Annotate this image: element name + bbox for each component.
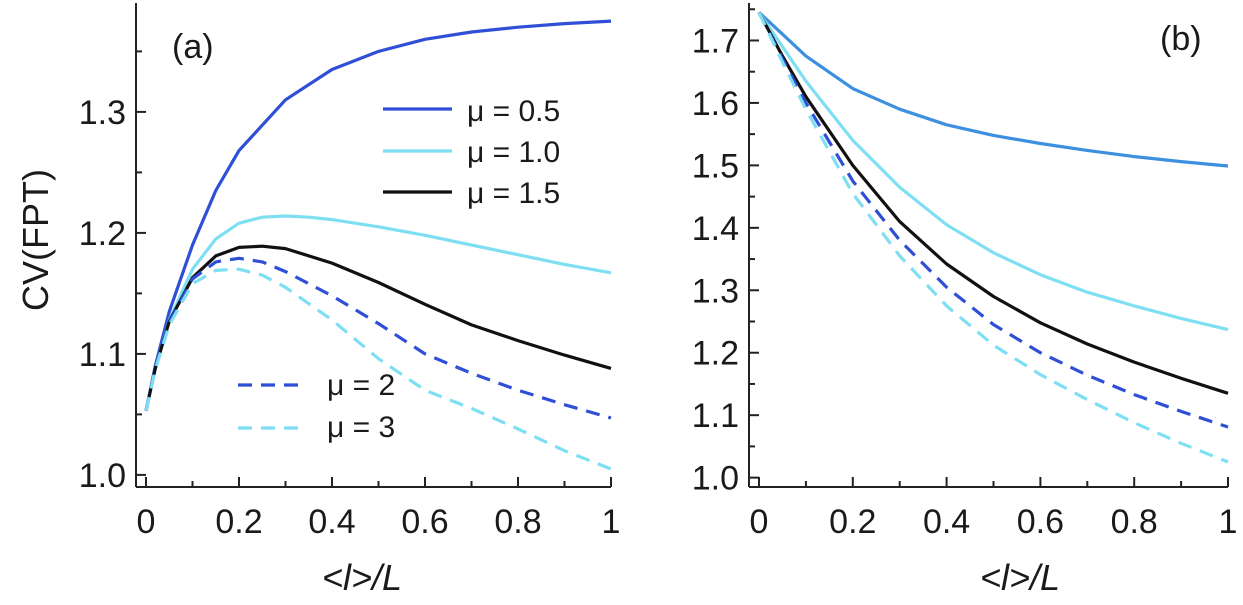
legend-label: μ = 2 bbox=[327, 369, 395, 402]
panel-label: (a) bbox=[172, 28, 214, 66]
series-line-1-5 bbox=[757, 11, 1229, 395]
y-tick-label: 1.5 bbox=[692, 147, 739, 185]
panel-b-chart: 1.0 1.1 1.2 1.3 1.4 1.5 1.6 1.7 0 0.2 0.4 0.6 0.8 1 (b… bbox=[692, 3, 1238, 598]
series-line-1-0 bbox=[757, 11, 1229, 332]
legend-label: μ = 0.5 bbox=[467, 95, 560, 128]
y-tick-label: 1.2 bbox=[692, 335, 739, 373]
legend-label: μ = 1.5 bbox=[467, 177, 560, 210]
series-line-0-5 bbox=[757, 11, 1229, 168]
y-tick-label: 1.6 bbox=[692, 85, 739, 123]
y-tick-label: 1.2 bbox=[79, 215, 126, 253]
y-tick-label: 1.4 bbox=[692, 210, 739, 248]
panel-a-chart: 1.0 1.1 1.2 1.3 0 0.2 0.4 0.6 0.8 1 (a) CV(FPT) <l>/… bbox=[15, 3, 620, 598]
x-tick-label: 0.4 bbox=[308, 503, 355, 541]
x-tick-label: 0.2 bbox=[215, 503, 262, 541]
series-line-3 bbox=[144, 267, 612, 471]
x-tick-label: 0 bbox=[137, 503, 156, 541]
panel-label: (b) bbox=[1160, 20, 1202, 58]
x-tick-label: 0.6 bbox=[1017, 503, 1064, 541]
legend-label: μ = 3 bbox=[327, 411, 395, 444]
series-line-2 bbox=[144, 256, 612, 420]
y-tick-label: 1.1 bbox=[692, 397, 739, 435]
y-tick-label: 1.0 bbox=[79, 457, 126, 495]
legend-label: μ = 1.0 bbox=[467, 136, 560, 169]
x-tick-label: 0.6 bbox=[401, 503, 448, 541]
x-tick-label: 0.8 bbox=[1111, 503, 1158, 541]
x-tick-label: 1 bbox=[602, 503, 621, 541]
y-tick-label: 1.7 bbox=[692, 22, 739, 60]
series-line-1-5 bbox=[144, 244, 612, 412]
x-tick-label: 0.4 bbox=[923, 503, 970, 541]
x-tick-label: 0.8 bbox=[494, 503, 541, 541]
y-tick-label: 1.3 bbox=[692, 272, 739, 310]
y-axis-title: CV(FPT) bbox=[15, 169, 56, 311]
series-line-0-5 bbox=[144, 19, 612, 412]
x-tick-label: 1 bbox=[1219, 503, 1238, 541]
series-line-3 bbox=[757, 11, 1229, 464]
y-tick-label: 1.3 bbox=[79, 94, 126, 132]
x-axis-title: <l>/L bbox=[980, 557, 1060, 598]
y-tick-label: 1.1 bbox=[79, 336, 126, 374]
y-tick-label: 1.0 bbox=[692, 460, 739, 498]
series-line-1-0 bbox=[144, 214, 612, 412]
series-line-2 bbox=[757, 11, 1229, 429]
x-tick-label: 0 bbox=[750, 503, 769, 541]
x-axis-title: <l>/L bbox=[322, 557, 402, 598]
x-tick-label: 0.2 bbox=[829, 503, 876, 541]
